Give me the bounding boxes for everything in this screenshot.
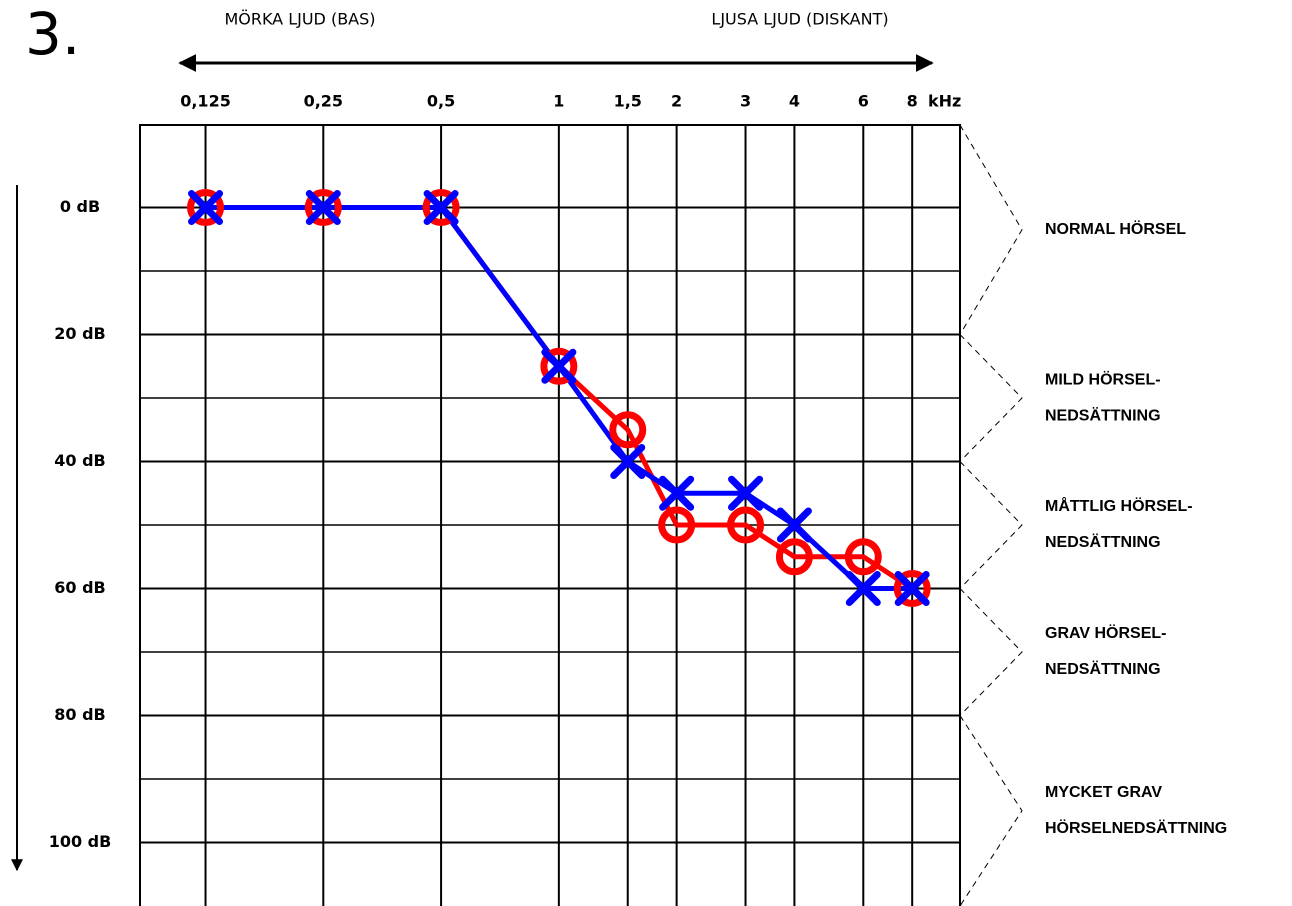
circle-marker (658, 506, 696, 544)
band-label: MYCKET GRAV (1045, 784, 1162, 801)
cross-stroke (894, 571, 930, 607)
band-label: NEDSÄTTNING (1045, 406, 1161, 424)
y-tick-label: 80 dB (54, 705, 105, 724)
x-tick-label: 4 (789, 92, 800, 111)
circle-marker (304, 189, 342, 227)
circle-marker (609, 411, 647, 449)
band-bracket (959, 715, 1023, 906)
x-tick-label: 3 (740, 92, 751, 111)
y-tick-label: 0 dB (60, 197, 100, 216)
cross-stroke (728, 475, 764, 511)
figure-number: 3. (25, 0, 80, 68)
x-tick-label: 0,25 (304, 92, 343, 111)
y-tick-label: 20 dB (54, 324, 105, 343)
cross-marker (894, 571, 930, 607)
plot (187, 189, 931, 608)
band-bracket (959, 461, 1023, 589)
cross-stroke (188, 190, 224, 226)
x-tick-label: 0,125 (180, 92, 231, 111)
circle-marker (422, 189, 460, 227)
band-label: NORMAL HÖRSEL (1045, 219, 1186, 238)
cross-stroke (541, 348, 577, 384)
cross-marker (423, 190, 459, 226)
cross-stroke (659, 475, 695, 511)
x-tick-label: 0,5 (427, 92, 455, 111)
cross-marker (845, 571, 881, 607)
cross-marker (776, 507, 812, 543)
cross-marker (610, 444, 646, 480)
circle-marker (893, 570, 931, 608)
cross-marker (728, 475, 764, 511)
y-tick-label: 100 dB (49, 832, 112, 851)
band-bracket (959, 588, 1023, 716)
cross-stroke (423, 190, 459, 226)
circle-marker (540, 347, 578, 385)
cross-marker (305, 190, 341, 226)
y-tick-label: 60 dB (54, 578, 105, 597)
cross-marker (659, 475, 695, 511)
circle-marker (727, 506, 765, 544)
cross-marker (188, 190, 224, 226)
x-unit: kHz (928, 92, 961, 111)
circle-marker (844, 538, 882, 576)
x-tick-label: 8 (907, 92, 918, 111)
y-tick-label: 40 dB (54, 451, 105, 470)
cross-stroke (845, 571, 881, 607)
circle-marker (775, 538, 813, 576)
band-label: NEDSÄTTNING (1045, 533, 1161, 551)
band-label: MÅTTLIG HÖRSEL- (1045, 496, 1193, 515)
cross-stroke (610, 444, 646, 480)
right-heading: LJUSA LJUD (DISKANT) (711, 10, 888, 29)
bands: NORMAL HÖRSEL MILD HÖRSEL- NEDSÄTTNING MÅTT… (959, 124, 1227, 906)
cross-stroke (776, 507, 812, 543)
x-tick-label: 1,5 (614, 92, 642, 111)
band-label: GRAV HÖRSEL- (1045, 623, 1166, 642)
left-heading: MÖRKA LJUD (BAS) (224, 10, 375, 29)
band-bracket (959, 124, 1023, 335)
cross-marker (541, 348, 577, 384)
cross-stroke (305, 190, 341, 226)
band-label: HÖRSELNEDSÄTTNING (1045, 818, 1227, 837)
band-bracket (959, 334, 1023, 462)
x-tick-label: 6 (858, 92, 869, 111)
x-tick-label: 2 (671, 92, 682, 111)
circle-marker (187, 189, 225, 227)
series-line (205, 205, 913, 592)
x-tick-label: 1 (553, 92, 564, 111)
plot-frame (139, 124, 961, 906)
band-label: MILD HÖRSEL- (1045, 369, 1161, 388)
band-label: NEDSÄTTNING (1045, 660, 1161, 678)
